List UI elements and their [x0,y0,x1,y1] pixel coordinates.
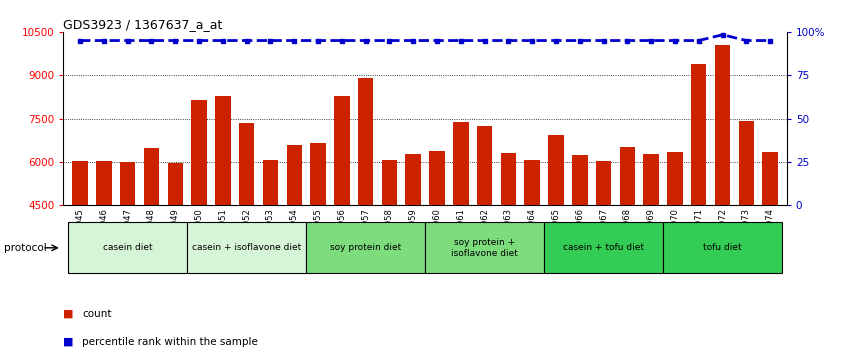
Bar [405,154,421,335]
Bar [144,148,159,335]
Bar [358,78,373,335]
Bar [215,96,231,335]
Bar [477,126,492,335]
Bar [187,222,306,273]
Bar [544,222,663,273]
Text: tofu diet: tofu diet [703,243,742,252]
Bar [644,154,659,335]
Bar [287,145,302,335]
Bar [69,222,187,273]
Bar [663,222,782,273]
Bar [306,222,425,273]
Bar [239,123,255,335]
Bar [425,222,544,273]
Bar [453,122,469,335]
Text: casein + tofu diet: casein + tofu diet [563,243,644,252]
Text: casein + isoflavone diet: casein + isoflavone diet [192,243,301,252]
Bar [619,147,635,335]
Bar [548,135,563,335]
Bar [310,143,326,335]
Bar [382,160,397,335]
Bar [762,152,777,335]
Bar [168,163,183,335]
Text: protocol: protocol [4,243,47,253]
Bar [739,121,754,335]
Text: GDS3923 / 1367637_a_at: GDS3923 / 1367637_a_at [63,18,222,31]
Bar [715,45,730,335]
Bar [120,162,135,335]
Bar [572,155,587,335]
Bar [73,161,88,335]
Text: percentile rank within the sample: percentile rank within the sample [82,337,258,347]
Bar [334,96,349,335]
Bar [596,160,612,335]
Bar [525,160,540,335]
Bar [191,101,206,335]
Text: count: count [82,309,112,319]
Bar [263,160,278,335]
Bar [501,153,516,335]
Bar [691,64,706,335]
Bar [429,151,445,335]
Text: ■: ■ [63,309,74,319]
Bar [667,152,683,335]
Text: ■: ■ [63,337,74,347]
Text: soy protein +
isoflavone diet: soy protein + isoflavone diet [451,238,518,257]
Text: casein diet: casein diet [103,243,152,252]
Text: soy protein diet: soy protein diet [330,243,401,252]
Bar [96,161,112,335]
